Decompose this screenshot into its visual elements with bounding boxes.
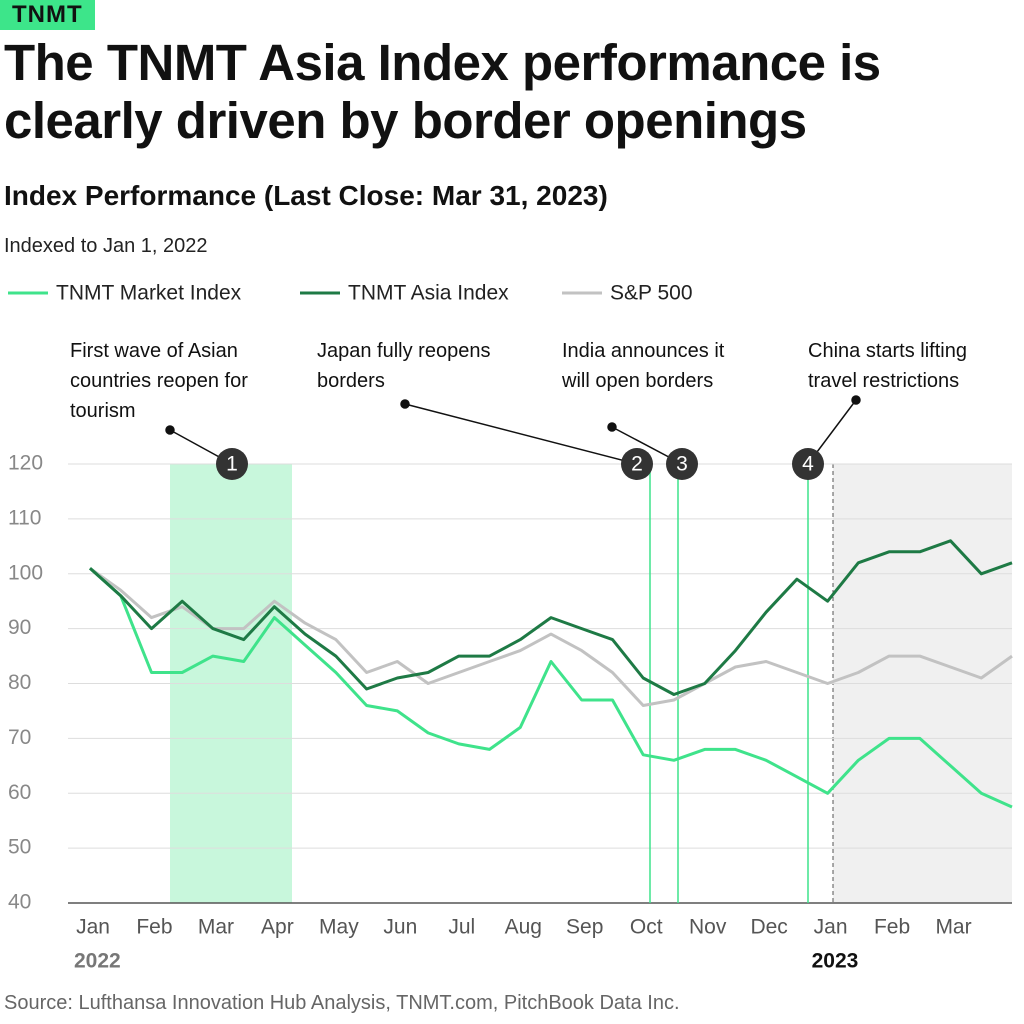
x-tick-label: Sep bbox=[566, 916, 603, 939]
leader-dot bbox=[851, 395, 861, 405]
y-tick-label: 40 bbox=[8, 891, 31, 914]
x-tick-label: Jan bbox=[76, 916, 110, 939]
brand: TNMT bbox=[0, 0, 95, 30]
year-label: 2022 bbox=[74, 950, 121, 973]
annotation: First wave of Asian countries reopen for… bbox=[70, 340, 248, 422]
y-tick-label: 60 bbox=[8, 781, 31, 804]
leader-dot bbox=[400, 399, 410, 409]
y-tick-label: 100 bbox=[8, 561, 43, 584]
year-label: 2023 bbox=[812, 950, 859, 973]
y-tick-label: 120 bbox=[8, 452, 43, 475]
leader-dot bbox=[607, 422, 617, 432]
x-tick-label: Dec bbox=[750, 916, 787, 939]
x-tick-label: Oct bbox=[630, 916, 663, 939]
x-tick-label: Mar bbox=[198, 916, 234, 939]
legend-label: S&P 500 bbox=[610, 282, 693, 305]
y-axis-label: Indexed to Jan 1, 2022 bbox=[4, 235, 208, 257]
series-line bbox=[89, 567, 1013, 707]
event-number: 4 bbox=[802, 453, 814, 476]
y-tick-label: 80 bbox=[8, 671, 31, 694]
leader-dot bbox=[165, 425, 175, 435]
y-tick-label: 90 bbox=[8, 616, 31, 639]
x-tick-label: Nov bbox=[689, 916, 727, 939]
series-line bbox=[89, 567, 1013, 809]
annotation: Japan fully reopens borders bbox=[317, 340, 491, 392]
legend-label: TNMT Market Index bbox=[56, 282, 242, 305]
event-number: 3 bbox=[676, 453, 688, 476]
chart-title: The TNMT Asia Index performance is clear… bbox=[4, 34, 881, 149]
event-number: 2 bbox=[631, 453, 643, 476]
event-marker bbox=[216, 448, 248, 480]
y-tick-label: 110 bbox=[8, 506, 41, 529]
legend-label: TNMT Asia Index bbox=[348, 282, 509, 305]
x-tick-label: Jul bbox=[448, 916, 475, 939]
x-tick-label: Jan bbox=[814, 916, 848, 939]
chart: 40 50 60 70 80 90 100 110 120 Jan 2022 Feb Mar Apr May… bbox=[8, 282, 1013, 973]
x-tick-label: Feb bbox=[136, 916, 172, 939]
series-line bbox=[89, 539, 1013, 696]
leader-line bbox=[404, 403, 638, 465]
x-tick-label: Aug bbox=[505, 916, 542, 939]
annotation: India announces it will open borders bbox=[562, 340, 725, 392]
event-marker bbox=[621, 448, 653, 480]
annotation: China starts lifting travel restrictions bbox=[808, 340, 967, 392]
event-marker bbox=[792, 448, 824, 480]
x-tick-label: Apr bbox=[261, 916, 294, 939]
x-tick-label: Mar bbox=[935, 916, 971, 939]
source: Source: Lufthansa Innovation Hub Analysi… bbox=[4, 992, 680, 1014]
chart-subtitle: Index Performance (Last Close: Mar 31, 2… bbox=[4, 180, 608, 211]
x-tick-label: Jun bbox=[383, 916, 417, 939]
x-tick-label: Feb bbox=[874, 916, 910, 939]
x-tick-label: May bbox=[319, 916, 359, 939]
event-number: 1 bbox=[226, 453, 238, 476]
y-tick-label: 70 bbox=[8, 726, 31, 749]
y-tick-label: 50 bbox=[8, 836, 31, 859]
event-marker bbox=[666, 448, 698, 480]
